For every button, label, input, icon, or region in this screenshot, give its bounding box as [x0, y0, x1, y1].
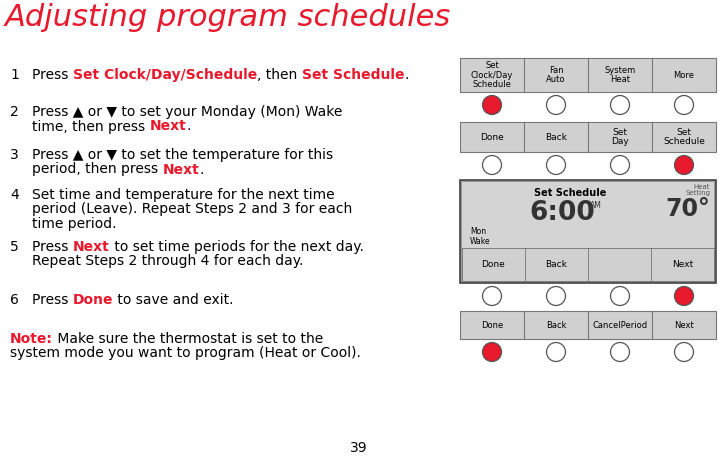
Circle shape — [482, 156, 501, 175]
Circle shape — [546, 342, 566, 361]
Text: Set time and temperature for the next time: Set time and temperature for the next ti… — [32, 188, 334, 202]
Text: Repeat Steps 2 through 4 for each day.: Repeat Steps 2 through 4 for each day. — [32, 255, 303, 268]
Bar — [460, 122, 716, 152]
Circle shape — [610, 286, 630, 305]
Text: to save and exit.: to save and exit. — [114, 293, 234, 307]
Text: Note:: Note: — [10, 332, 53, 346]
Text: 2: 2 — [10, 105, 19, 119]
Text: Back: Back — [546, 321, 567, 329]
Text: 70°: 70° — [665, 197, 710, 221]
Text: , then: , then — [257, 68, 302, 82]
Circle shape — [482, 286, 501, 305]
Text: time, then press: time, then press — [32, 120, 150, 134]
Text: Done: Done — [481, 321, 503, 329]
Text: Set
Schedule: Set Schedule — [663, 128, 705, 146]
Text: .: . — [404, 68, 408, 82]
Text: Back: Back — [545, 133, 567, 141]
Text: System
Heat: System Heat — [605, 66, 636, 85]
Text: Set Schedule: Set Schedule — [302, 68, 404, 82]
Circle shape — [546, 156, 566, 175]
Text: Set Clock/Day/Schedule: Set Clock/Day/Schedule — [73, 68, 257, 82]
Text: Next: Next — [162, 163, 199, 176]
Text: Make sure the thermostat is set to the: Make sure the thermostat is set to the — [53, 332, 323, 346]
Text: to set time periods for the next day.: to set time periods for the next day. — [109, 240, 363, 254]
Circle shape — [674, 156, 694, 175]
Text: .: . — [199, 163, 203, 176]
Circle shape — [610, 342, 630, 361]
Bar — [460, 311, 716, 339]
Text: Press: Press — [32, 293, 73, 307]
Text: Press: Press — [32, 68, 73, 82]
Text: period (Leave). Repeat Steps 2 and 3 for each: period (Leave). Repeat Steps 2 and 3 for… — [32, 202, 352, 217]
Text: 4: 4 — [10, 188, 19, 202]
Circle shape — [674, 286, 694, 305]
Text: 3: 3 — [10, 148, 19, 162]
Text: CancelPeriod: CancelPeriod — [592, 321, 648, 329]
Text: system mode you want to program (Heat or Cool).: system mode you want to program (Heat or… — [10, 346, 361, 360]
Bar — [462, 182, 714, 248]
Text: 6:00: 6:00 — [529, 200, 595, 226]
Text: Adjusting program schedules: Adjusting program schedules — [5, 3, 452, 32]
Text: 39: 39 — [350, 441, 368, 455]
Text: Next: Next — [674, 321, 694, 329]
Text: Set
Clock/Day
Schedule: Set Clock/Day Schedule — [471, 61, 513, 89]
Text: 1: 1 — [10, 68, 19, 82]
Text: Set
Day: Set Day — [611, 128, 629, 146]
Bar — [460, 180, 716, 283]
Circle shape — [674, 96, 694, 115]
Text: Press ▲ or ▼ to set your Monday (Mon) Wake: Press ▲ or ▼ to set your Monday (Mon) Wa… — [32, 105, 342, 119]
Text: Fan
Auto: Fan Auto — [546, 66, 566, 85]
Text: More: More — [674, 71, 695, 79]
Text: Done: Done — [480, 133, 504, 141]
Text: Back: Back — [546, 260, 567, 269]
Text: 6: 6 — [10, 293, 19, 307]
Circle shape — [546, 286, 566, 305]
Text: Press: Press — [32, 240, 73, 254]
Bar — [462, 248, 714, 281]
Text: time period.: time period. — [32, 217, 116, 231]
Text: Next: Next — [672, 260, 693, 269]
Text: Done: Done — [73, 293, 114, 307]
Text: Next: Next — [150, 120, 186, 134]
Text: Set Schedule: Set Schedule — [534, 188, 606, 198]
Text: Heat
Setting: Heat Setting — [685, 184, 710, 196]
Text: period, then press: period, then press — [32, 163, 162, 176]
Text: Done: Done — [482, 260, 505, 269]
Text: .: . — [186, 120, 191, 134]
Circle shape — [482, 342, 501, 361]
Circle shape — [546, 96, 566, 115]
Text: 5: 5 — [10, 240, 19, 254]
Circle shape — [610, 96, 630, 115]
Circle shape — [610, 156, 630, 175]
Text: Press ▲ or ▼ to set the temperature for this: Press ▲ or ▼ to set the temperature for … — [32, 148, 333, 162]
Text: Next: Next — [73, 240, 109, 254]
Circle shape — [482, 96, 501, 115]
Text: AM: AM — [590, 201, 603, 210]
Text: Mon
Wake: Mon Wake — [470, 227, 490, 246]
Bar — [460, 58, 716, 92]
Circle shape — [674, 342, 694, 361]
